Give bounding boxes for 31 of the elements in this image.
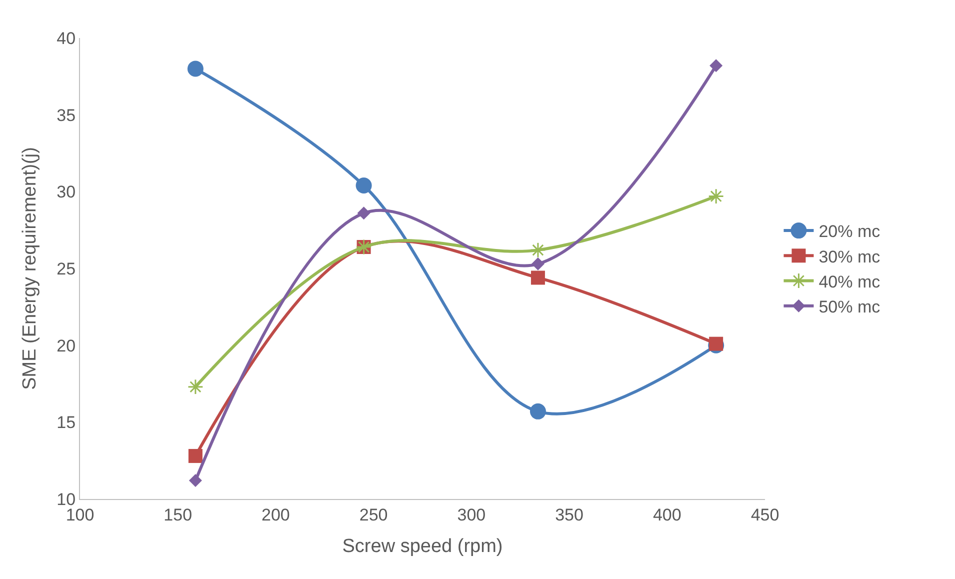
legend-label: 30% mc (818, 247, 881, 266)
x-tick-label: 350 (555, 505, 584, 524)
legend-label: 40% mc (818, 272, 881, 292)
y-tick-label: 35 (56, 106, 76, 125)
point (188, 448, 202, 463)
point (356, 178, 372, 194)
x-tick-label: 400 (652, 505, 682, 524)
point (530, 242, 546, 258)
y-tick-label: 20 (56, 336, 76, 356)
point (188, 474, 202, 488)
x-tick-label: 150 (164, 505, 192, 524)
x-tick-label: 250 (359, 505, 388, 524)
point (710, 59, 723, 72)
point (357, 206, 370, 220)
y-tick-label: 30 (56, 182, 76, 202)
point (531, 257, 544, 270)
point (530, 270, 545, 285)
x-axis-title: Screw speed (rpm) (342, 536, 503, 558)
point (530, 403, 546, 420)
y-axis-title: SME (Energy requirement)(j) (20, 147, 41, 390)
point (188, 378, 204, 395)
y-tick-label: 25 (56, 259, 76, 278)
y-tick-label: 40 (56, 28, 76, 48)
x-tick-label: 300 (457, 505, 486, 524)
point (708, 188, 724, 204)
x-tick-label: 450 (750, 505, 780, 524)
legend-label: 20% mc (818, 222, 881, 242)
x-tick-label: 200 (262, 505, 290, 524)
y-tick-label: 15 (56, 413, 76, 432)
legend-label: 50% mc (818, 297, 881, 316)
point (187, 60, 204, 77)
